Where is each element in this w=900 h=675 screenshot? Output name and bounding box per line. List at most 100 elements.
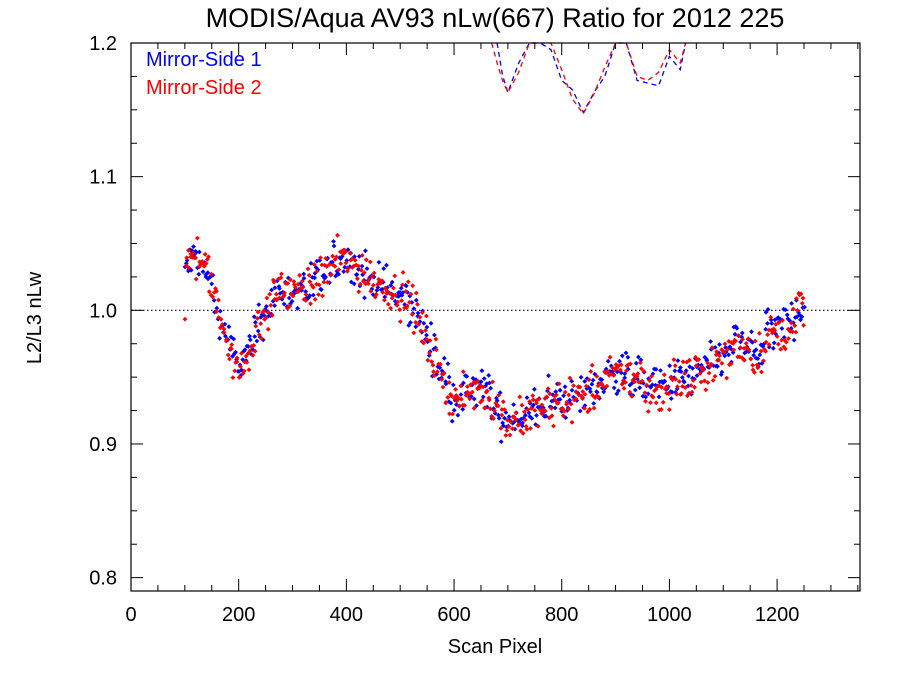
data-point bbox=[242, 359, 248, 365]
data-point bbox=[622, 371, 628, 377]
data-point bbox=[356, 263, 362, 269]
data-point bbox=[641, 368, 647, 374]
data-point bbox=[752, 370, 757, 375]
data-point bbox=[413, 320, 419, 325]
data-point bbox=[639, 378, 645, 384]
data-point bbox=[182, 316, 188, 322]
data-point bbox=[384, 288, 390, 294]
data-point bbox=[633, 360, 639, 366]
data-point bbox=[355, 276, 360, 282]
data-point bbox=[763, 339, 769, 345]
data-point bbox=[261, 308, 267, 314]
data-point bbox=[802, 304, 807, 310]
data-point bbox=[256, 302, 262, 307]
data-point bbox=[746, 347, 752, 353]
data-point bbox=[605, 368, 610, 374]
data-point bbox=[303, 298, 309, 303]
data-point bbox=[300, 284, 306, 290]
data-point bbox=[428, 320, 434, 326]
data-point bbox=[312, 275, 317, 281]
data-point bbox=[200, 269, 206, 275]
data-point bbox=[679, 391, 684, 396]
data-point bbox=[218, 316, 224, 322]
data-point bbox=[423, 328, 428, 333]
data-point bbox=[217, 335, 222, 341]
data-point bbox=[286, 295, 292, 301]
data-point bbox=[527, 399, 533, 404]
data-point bbox=[277, 286, 282, 291]
data-point bbox=[724, 375, 730, 381]
data-point bbox=[279, 271, 284, 277]
data-point bbox=[193, 250, 199, 255]
data-point bbox=[723, 345, 728, 350]
data-point bbox=[632, 379, 637, 385]
data-point bbox=[424, 313, 429, 319]
data-point bbox=[484, 388, 490, 394]
data-point bbox=[636, 354, 641, 360]
data-point bbox=[348, 279, 354, 285]
data-point bbox=[758, 348, 764, 354]
data-point bbox=[474, 378, 480, 384]
series-2 bbox=[182, 42, 806, 438]
data-point bbox=[445, 361, 451, 367]
y-tick-label: 0.9 bbox=[89, 434, 117, 456]
data-point bbox=[534, 400, 539, 406]
data-point bbox=[798, 291, 804, 297]
data-point bbox=[397, 307, 403, 313]
data-point bbox=[623, 380, 628, 385]
data-point bbox=[561, 393, 566, 399]
data-point bbox=[315, 267, 321, 273]
data-point bbox=[517, 394, 523, 400]
data-point bbox=[594, 389, 600, 395]
data-point bbox=[480, 384, 486, 390]
data-point bbox=[776, 320, 782, 326]
data-point bbox=[323, 256, 329, 261]
data-point bbox=[458, 383, 464, 389]
data-point bbox=[208, 271, 214, 277]
data-point bbox=[714, 349, 720, 355]
data-point bbox=[471, 396, 477, 402]
data-point bbox=[664, 384, 669, 390]
data-point bbox=[379, 278, 385, 284]
data-point bbox=[188, 251, 194, 257]
data-point bbox=[656, 394, 662, 400]
data-point bbox=[530, 393, 536, 398]
data-point bbox=[319, 262, 325, 268]
data-point bbox=[548, 405, 554, 411]
data-point bbox=[303, 292, 309, 297]
data-point bbox=[321, 272, 327, 278]
data-point bbox=[686, 373, 691, 379]
data-point bbox=[332, 263, 338, 269]
data-point bbox=[728, 361, 734, 366]
data-point bbox=[502, 407, 507, 412]
data-point bbox=[318, 255, 323, 261]
data-point bbox=[413, 290, 419, 296]
data-point bbox=[687, 357, 692, 363]
data-point bbox=[186, 265, 192, 271]
data-point bbox=[467, 391, 472, 397]
data-point bbox=[221, 330, 227, 336]
data-point bbox=[557, 397, 563, 402]
data-point bbox=[464, 374, 470, 379]
data-point bbox=[354, 272, 360, 277]
data-point bbox=[306, 272, 312, 278]
data-point bbox=[461, 380, 466, 386]
data-point bbox=[398, 319, 403, 324]
data-point bbox=[219, 322, 225, 327]
data-point bbox=[403, 289, 409, 294]
data-point bbox=[524, 427, 530, 432]
data-point bbox=[196, 271, 202, 277]
data-point bbox=[746, 336, 751, 341]
data-point bbox=[791, 337, 797, 343]
data-point bbox=[779, 337, 785, 343]
data-point bbox=[456, 403, 462, 409]
data-point bbox=[510, 426, 515, 432]
data-point bbox=[221, 326, 227, 332]
data-point bbox=[645, 409, 651, 414]
data-point bbox=[399, 298, 404, 303]
data-point bbox=[366, 277, 371, 283]
data-point bbox=[690, 366, 695, 371]
data-point bbox=[701, 367, 706, 373]
data-point bbox=[427, 338, 433, 343]
